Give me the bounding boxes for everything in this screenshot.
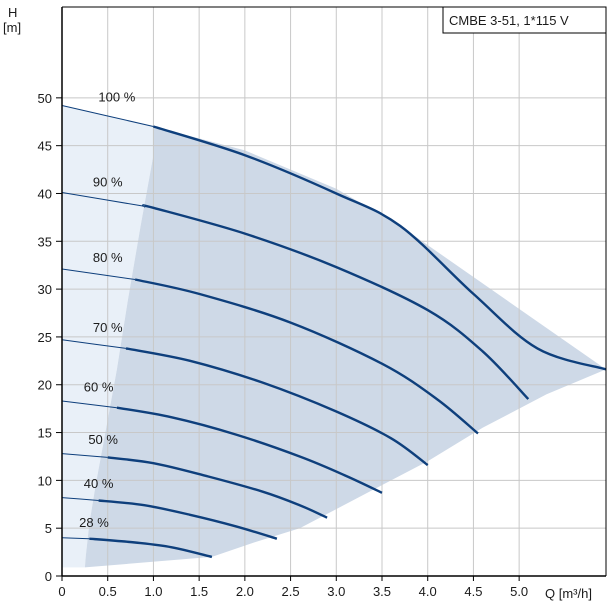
x-tick-label-10: 5.0 (510, 584, 528, 599)
y-axis-ticks: 0 5 10 15 20 25 30 35 40 45 50 (38, 91, 62, 584)
y-tick-label-5: 25 (38, 330, 52, 345)
curve-90-pct-low-flow (61, 192, 145, 207)
x-tick-label-5: 2.5 (282, 584, 300, 599)
x-tick-label-1: 0.5 (99, 584, 117, 599)
legend-box (442, 6, 607, 34)
x-tick-label-2: 1.0 (144, 584, 162, 599)
y-axis-label: H (8, 5, 17, 20)
x-tick-label-9: 4.5 (464, 584, 482, 599)
pump-curves (61, 105, 607, 559)
y-tick-label-6: 30 (38, 282, 52, 297)
curve-90-pct (141, 204, 530, 400)
curve-50-pct (107, 456, 328, 519)
y-tick-label-10: 50 (38, 91, 52, 106)
x-tick-label-8: 4.0 (419, 584, 437, 599)
curve-40-pct-low-flow (61, 497, 99, 501)
curve-label-50-pct: 50 % (88, 432, 118, 447)
curve-label-40-pct: 40 % (84, 476, 114, 491)
curve-28-pct (89, 537, 213, 559)
y-tick-label-9: 45 (38, 139, 52, 154)
curve-80-pct (134, 278, 479, 435)
x-tick-label-4: 2.0 (236, 584, 254, 599)
y-tick-label-4: 20 (38, 378, 52, 393)
x-tick-label-6: 3.0 (327, 584, 345, 599)
y-tick-label-3: 15 (38, 426, 52, 441)
y-tick-label-2: 10 (38, 473, 52, 488)
y-axis-unit: [m] (3, 20, 21, 35)
grid-lines (62, 7, 606, 576)
curve-100-pct (153, 125, 607, 371)
curve-28-pct-low-flow (61, 537, 90, 540)
curve-label-70-pct: 70 % (93, 320, 123, 335)
curve-label-80-pct: 80 % (93, 250, 123, 265)
y-tick-label-0: 0 (45, 569, 52, 584)
x-tick-label-3: 1.5 (190, 584, 208, 599)
x-tick-label-7: 3.5 (373, 584, 391, 599)
curve-40-pct (98, 499, 278, 540)
y-tick-label-1: 5 (45, 521, 52, 536)
x-axis-label: Q [m³/h] (545, 586, 592, 601)
curve-60-pct-low-flow (61, 400, 117, 409)
curve-100-pct-low-flow (61, 105, 154, 127)
curve-labels: 100 % 90 % 80 % 70 % 60 % 50 % 40 % 28 % (79, 89, 136, 530)
x-tick-label-0: 0 (58, 584, 65, 599)
curve-50-pct-low-flow (61, 453, 108, 458)
curve-70-pct (125, 347, 429, 467)
curve-80-pct-low-flow (61, 268, 136, 280)
curve-label-90-pct: 90 % (93, 175, 123, 190)
legend-text: CMBE 3-51, 1*115 V (449, 13, 569, 28)
y-tick-label-7: 35 (38, 234, 52, 249)
x-axis-ticks: 0 0.5 1.0 1.5 2.0 2.5 3.0 3.5 4.0 4.5 5.0 (58, 576, 528, 599)
curve-60-pct (116, 406, 383, 494)
curve-label-28-pct: 28 % (79, 515, 109, 530)
curve-label-60-pct: 60 % (84, 379, 114, 394)
curve-70-pct-low-flow (61, 339, 127, 349)
y-tick-label-8: 40 (38, 186, 52, 201)
curve-label-100-pct: 100 % (98, 89, 135, 104)
